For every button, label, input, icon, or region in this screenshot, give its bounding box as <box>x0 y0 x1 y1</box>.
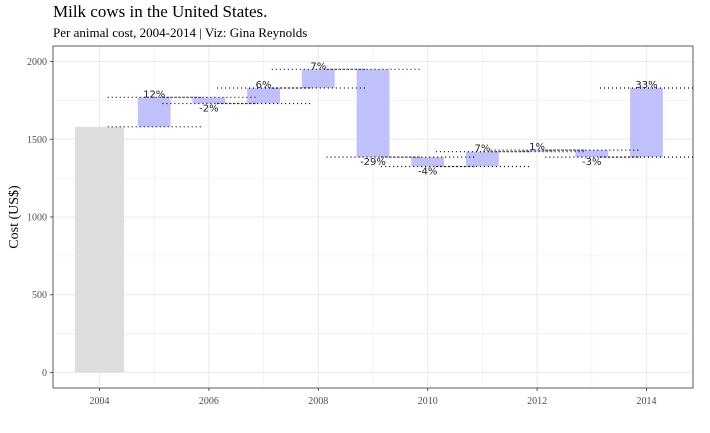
y-tick-label: 500 <box>32 290 47 301</box>
x-tick-label: 2010 <box>418 396 438 407</box>
percent-label: 7% <box>474 144 490 155</box>
percent-label: 1% <box>529 142 545 153</box>
step-bar <box>137 97 171 127</box>
x-tick-label: 2006 <box>199 396 219 407</box>
step-bar <box>192 97 226 104</box>
step-bar <box>301 69 335 88</box>
step-bar <box>520 150 554 152</box>
x-tick-label: 2012 <box>527 396 547 407</box>
percent-label: 7% <box>310 61 326 72</box>
y-tick-label: 0 <box>42 368 47 379</box>
percent-label: 12% <box>143 89 165 100</box>
percent-label: 6% <box>256 80 272 91</box>
step-bar <box>575 150 609 158</box>
y-axis-label: Cost (US$) <box>7 185 22 249</box>
percent-labels: 12% -2% 6% 7% -29% -4% 7% 1% -3% 33% <box>143 61 658 177</box>
y-tick-label: 1500 <box>27 135 47 146</box>
x-tick-label: 2004 <box>89 396 109 407</box>
base-bar <box>74 126 125 373</box>
chart-title: Milk cows in the United States. <box>53 2 268 21</box>
grid-lines <box>53 46 693 388</box>
step-bar <box>247 87 281 104</box>
x-tick-label: 2008 <box>308 396 328 407</box>
bars <box>74 69 663 373</box>
step-bar <box>465 151 499 167</box>
y-axis-ticks: 0 500 1000 1500 2000 <box>27 57 53 379</box>
step-bar <box>630 87 663 158</box>
percent-label: -29% <box>360 157 386 168</box>
y-tick-label: 2000 <box>27 57 47 68</box>
percent-label: -2% <box>199 104 218 115</box>
percent-label: 33% <box>635 80 657 91</box>
chart-subtitle: Per animal cost, 2004-2014 | Viz: Gina R… <box>53 25 308 40</box>
percent-label: -3% <box>582 157 601 168</box>
percent-label: -4% <box>418 166 437 177</box>
step-bar <box>411 157 445 167</box>
x-tick-label: 2014 <box>637 396 657 407</box>
step-bar <box>356 69 390 158</box>
x-axis-ticks: 2004 2006 2008 2010 2012 2014 <box>89 388 657 407</box>
y-tick-label: 1000 <box>27 213 47 224</box>
